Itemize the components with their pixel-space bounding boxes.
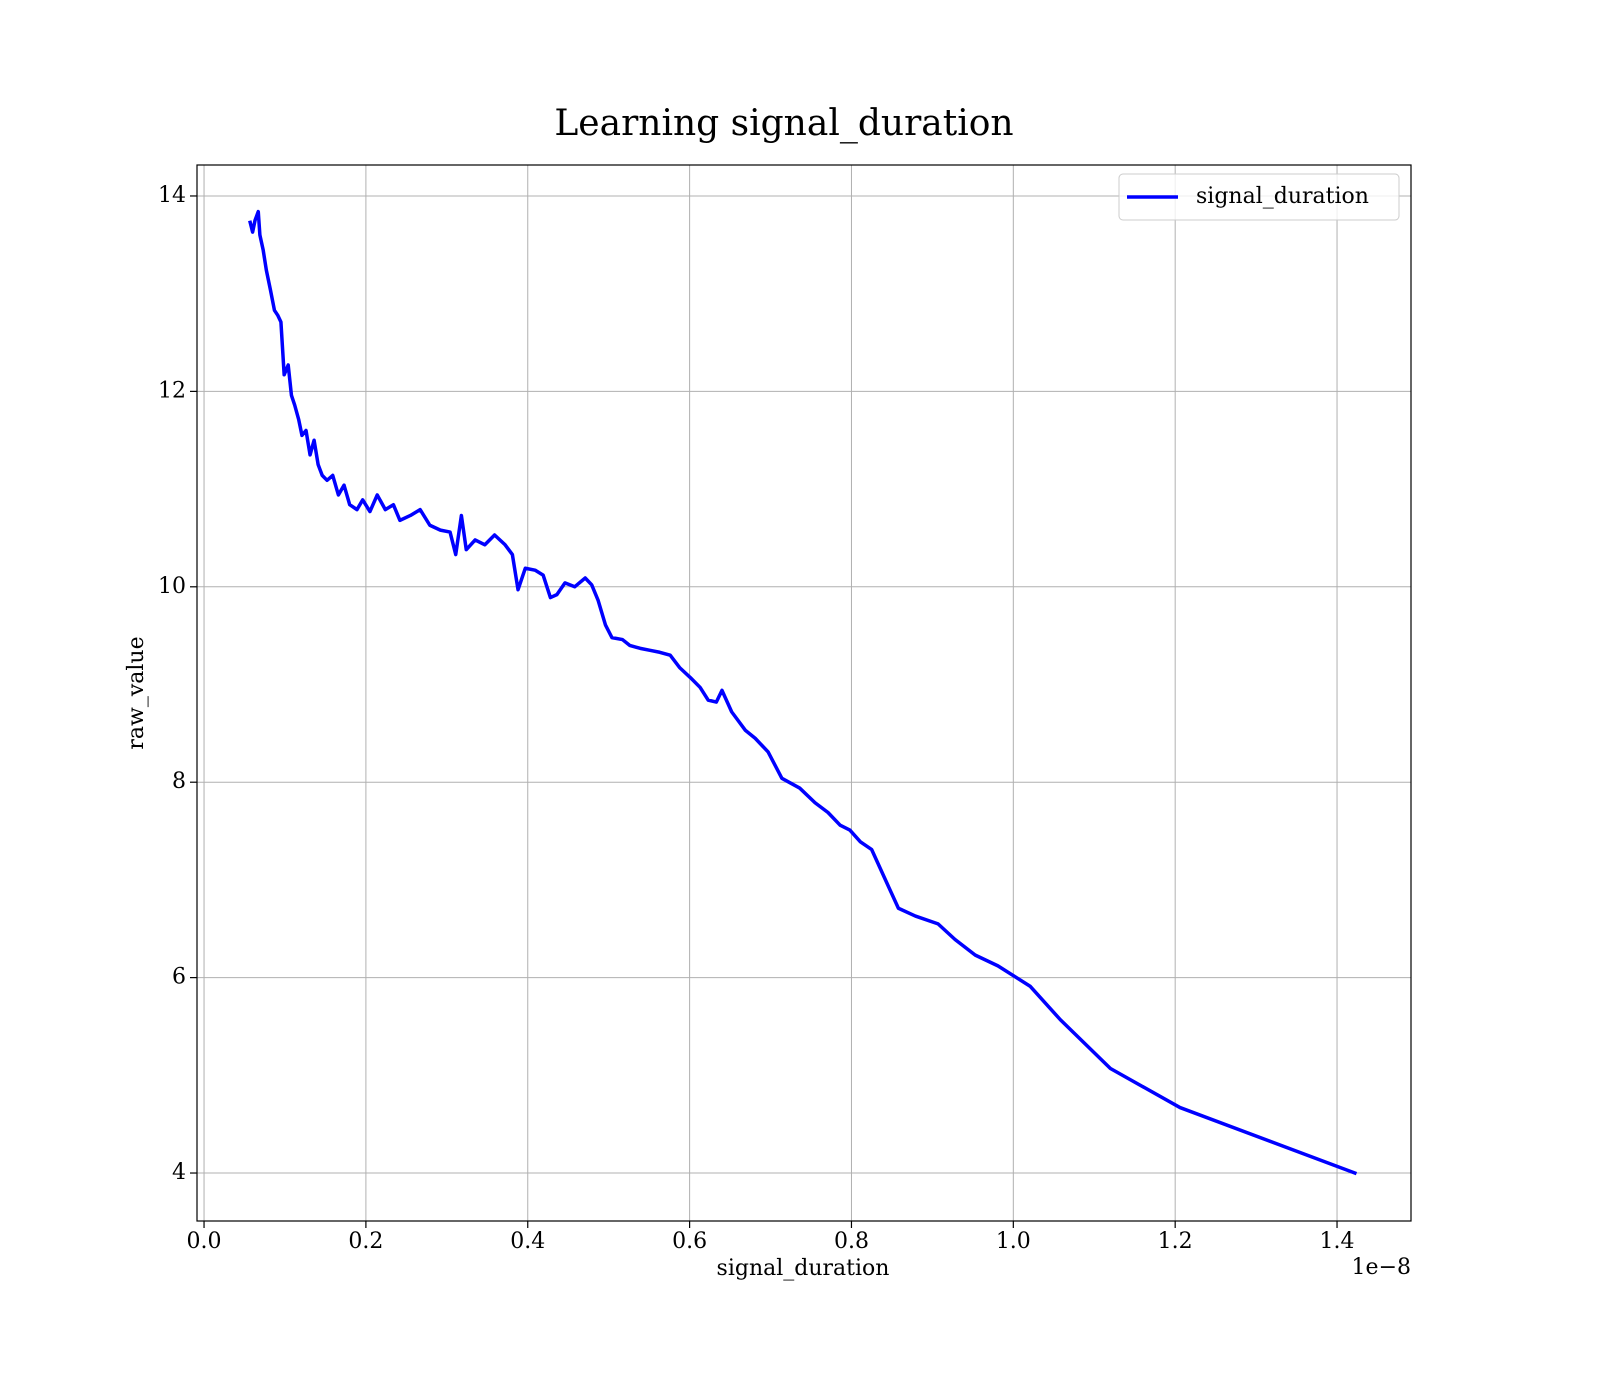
y-tick-label: 14: [158, 183, 186, 208]
x-tick-label: 0.2: [348, 1229, 383, 1254]
x-tick-label: 0.0: [187, 1229, 222, 1254]
y-tick-label: 12: [158, 378, 186, 403]
y-tick-label: 8: [172, 769, 186, 794]
x-tick-label: 1.2: [1158, 1229, 1193, 1254]
x-tick-label: 0.8: [834, 1229, 869, 1254]
plot-frame: [196, 164, 1412, 1222]
y-tick-label: 6: [172, 965, 186, 990]
x-tick-label: 0.4: [510, 1229, 545, 1254]
y-tick-label: 10: [158, 574, 186, 599]
legend-box: [1118, 173, 1400, 221]
x-offset-label: 1e−8: [1352, 1255, 1411, 1280]
x-axis-label: signal_duration: [717, 1256, 890, 1281]
data-line: [248, 209, 1358, 1176]
y-tick-label: 4: [172, 1160, 186, 1185]
y-axis-label: raw_value: [124, 636, 149, 749]
legend-label: signal_duration: [1196, 184, 1369, 209]
x-tick-label: 1.0: [996, 1229, 1031, 1254]
x-tick-label: 1.4: [1320, 1229, 1355, 1254]
x-tick-label: 0.6: [672, 1229, 707, 1254]
chart-title: Learning signal_duration: [554, 103, 1013, 144]
